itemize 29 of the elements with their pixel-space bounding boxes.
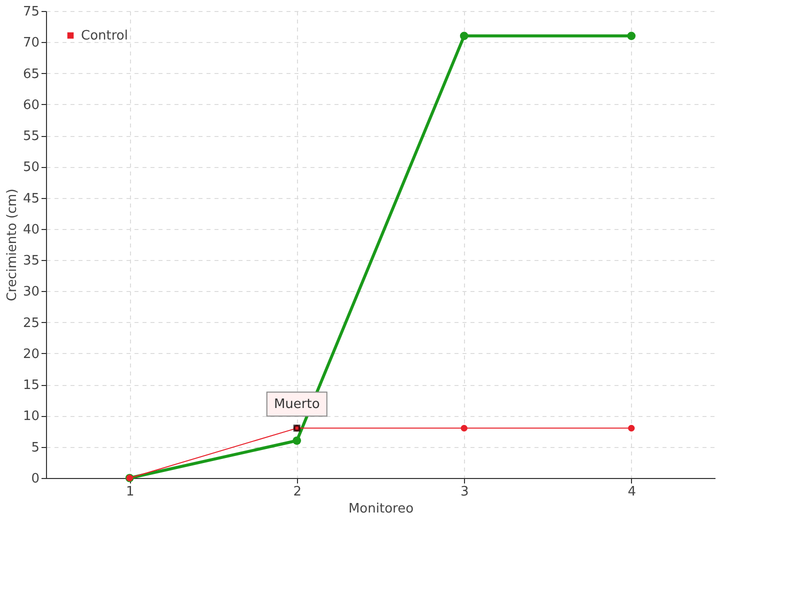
y-tick-label: 10 [22, 409, 40, 424]
point [627, 32, 636, 40]
y-tick-label: 5 [31, 440, 40, 456]
y-tick-label: 75 [22, 4, 40, 20]
legend-label: Control [81, 28, 128, 44]
y-tick-label: 30 [22, 284, 40, 300]
y-tick-label: 40 [22, 222, 40, 238]
y-tick-label: 65 [22, 66, 40, 82]
y-tick-label: 35 [22, 254, 40, 269]
x-tick-label: 4 [628, 484, 636, 500]
y-tick-label: 0 [31, 472, 40, 486]
x-axis-title: Monitoreo [348, 502, 414, 516]
y-tick-label: 50 [22, 160, 40, 176]
y-tick-label: 15 [22, 378, 40, 394]
point [292, 436, 302, 445]
point [628, 424, 635, 432]
y-tick-label: 70 [22, 36, 40, 51]
annotation: Muerto [274, 397, 320, 412]
y-tick-label: 20 [22, 346, 40, 362]
point [460, 424, 468, 432]
y-tick-label: 25 [22, 316, 40, 331]
y-tick-label: 55 [22, 129, 40, 144]
x-tick-label: 2 [293, 484, 302, 500]
x-tick-label: 1 [126, 484, 134, 500]
y-tick-label: 45 [22, 191, 40, 206]
y-axis-title: Crecimiento (cm) [4, 188, 20, 302]
point [460, 32, 468, 40]
y-tick-label: 60 [22, 98, 40, 113]
x-tick-label: 3 [460, 484, 469, 500]
